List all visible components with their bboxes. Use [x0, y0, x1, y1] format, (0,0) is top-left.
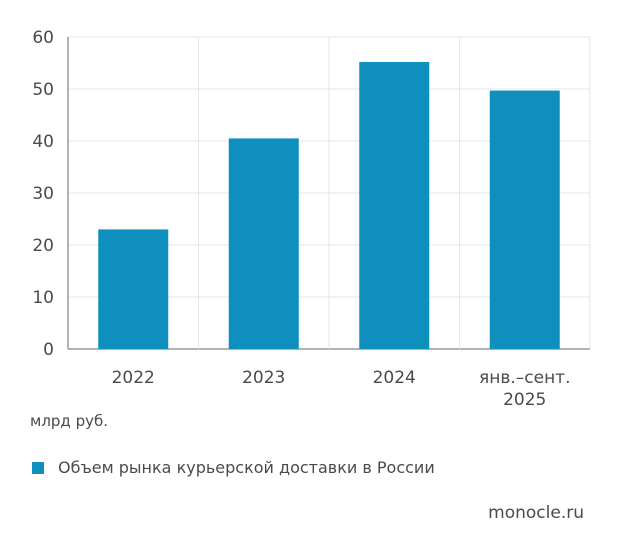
bar: [98, 229, 169, 349]
y-tick-label: 30: [32, 184, 54, 204]
y-tick-label: 60: [32, 28, 54, 48]
legend-swatch: [32, 461, 44, 474]
y-tick-label: 10: [32, 288, 54, 308]
y-tick-label: 0: [43, 340, 54, 360]
y-unit-label: млрд руб.: [30, 412, 108, 430]
y-tick-label: 40: [32, 132, 54, 152]
legend: Объем рынка курьерской доставки в России: [32, 458, 435, 477]
x-tick-label: 2022: [112, 368, 155, 388]
y-axis-ticks: 0 10 20 30 40 50 60: [32, 28, 54, 360]
bar: [359, 61, 430, 350]
x-axis-ticks: 2022 2023 2024 янв.–сент.2025: [112, 368, 571, 410]
source-label: monocle.ru: [488, 503, 584, 523]
x-tick-label: 2023: [242, 368, 285, 388]
bar: [228, 138, 299, 349]
bar: [489, 90, 560, 349]
bar-chart: 0 10 20 30 40 50 60 2022 2023 2024 янв.–сент.2025: [32, 28, 591, 410]
bars: [98, 61, 560, 350]
y-tick-label: 20: [32, 236, 54, 256]
y-tick-label: 50: [32, 80, 54, 100]
x-tick-label: 2025: [503, 390, 546, 410]
legend-label: Объем рынка курьерской доставки в России: [58, 458, 435, 477]
x-tick-label: 2024: [373, 368, 416, 388]
x-tick-label: янв.–сент.: [479, 368, 571, 388]
